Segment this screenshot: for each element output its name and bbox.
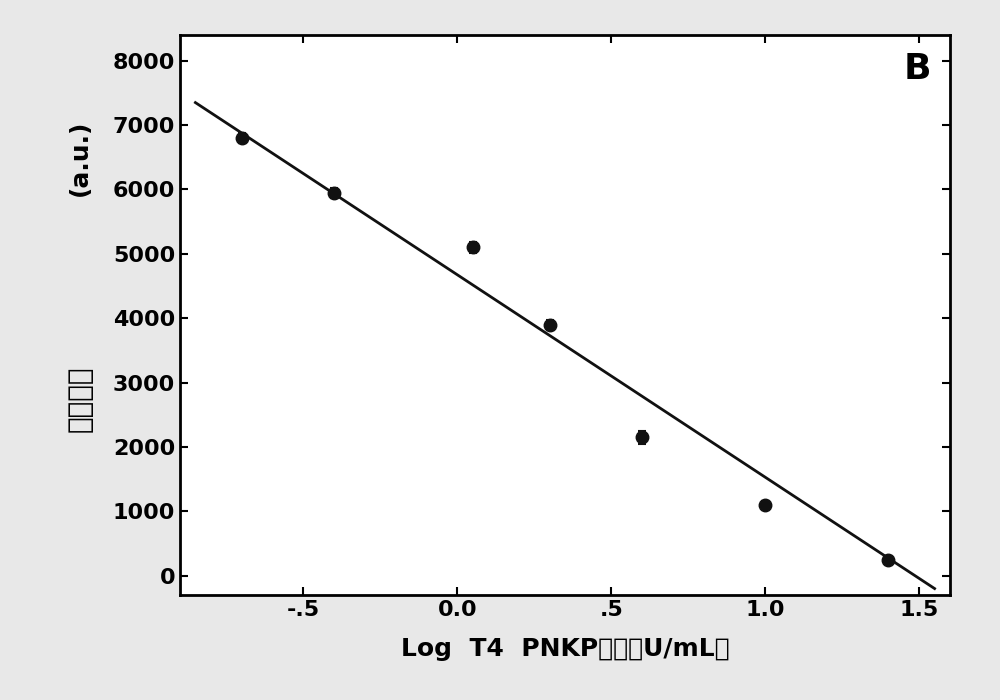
Text: B: B [904, 52, 931, 86]
Text: 荧光强度: 荧光强度 [66, 365, 94, 432]
Text: (a.u.): (a.u.) [68, 120, 92, 197]
X-axis label: Log  T4  PNKP浓度（U/mL）: Log T4 PNKP浓度（U/mL） [401, 636, 729, 661]
